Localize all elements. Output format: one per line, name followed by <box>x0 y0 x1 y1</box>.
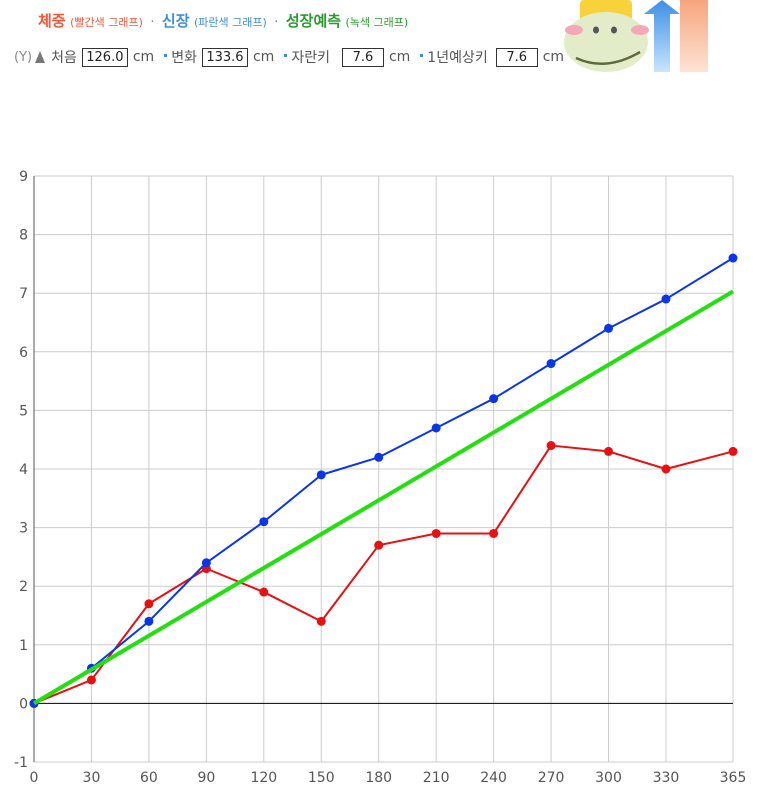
x-tick-label: 240 <box>480 770 507 786</box>
y-tick-label: 2 <box>19 579 28 595</box>
height-point <box>316 470 326 480</box>
x-tick-label: 300 <box>595 770 622 786</box>
y-tick-label: 5 <box>19 403 28 419</box>
x-tick-label: 30 <box>83 770 101 786</box>
predict-label: 1년예상키 <box>427 50 488 66</box>
change-label: 변화 <box>171 50 197 66</box>
legend-separator: · <box>274 15 279 30</box>
x-tick-label: 150 <box>308 770 335 786</box>
legend-separator: · <box>150 15 155 30</box>
y-tick-label: 4 <box>19 462 28 478</box>
x-tick-label: 330 <box>653 770 680 786</box>
weight-point <box>144 599 154 609</box>
weight-point <box>431 528 441 538</box>
grown-label: 자란키 <box>291 50 330 66</box>
weight-point <box>374 540 384 550</box>
height-point <box>144 616 154 626</box>
height-point <box>431 423 441 433</box>
x-tick-label: 270 <box>538 770 565 786</box>
start-value-box: 126.0 <box>81 47 128 67</box>
giraffe-mascot-icon <box>564 0 708 72</box>
legend-height-label: 신장 <box>161 12 190 30</box>
x-tick-label: 0 <box>30 770 39 786</box>
x-tick-label: 180 <box>365 770 392 786</box>
height-point <box>489 394 499 404</box>
unit-label: cm <box>542 49 565 65</box>
weight-point <box>86 675 96 685</box>
weight-point <box>728 446 738 456</box>
legend-row: 체중 (빨간색 그래프) · 신장 (파란색 그래프) · 성장예측 (녹색 그… <box>38 10 408 31</box>
weight-point <box>259 587 269 597</box>
height-point <box>374 452 384 462</box>
height-point <box>728 253 738 263</box>
weight-point <box>316 616 326 626</box>
y-tick-label: 3 <box>19 521 28 537</box>
start-label: 처음 <box>51 50 77 66</box>
legend-growth-label: 성장예측 <box>285 12 342 30</box>
y-tick-label: 0 <box>19 696 28 712</box>
x-tick-label: 210 <box>423 770 450 786</box>
bullet-icon <box>284 53 288 57</box>
growth-series-line <box>32 289 735 706</box>
series <box>29 253 738 708</box>
bullet-icon <box>164 53 168 57</box>
height-point <box>604 323 614 333</box>
grid <box>33 175 734 763</box>
height-point <box>546 359 556 369</box>
predict-value-box: 7.6 <box>495 47 538 67</box>
height-point <box>259 517 269 527</box>
height-series-line <box>33 257 734 705</box>
y-tick-label: -1 <box>14 755 28 771</box>
y-tick-label: 7 <box>19 286 28 302</box>
tree-icon <box>35 51 46 63</box>
legend-weight-note: (빨간색 그래프) <box>70 16 143 29</box>
unit-label: cm <box>132 49 155 65</box>
x-tick-label: 60 <box>140 770 158 786</box>
y-tick-label: 1 <box>19 638 28 654</box>
y-badge: (Y) <box>14 49 33 65</box>
legend-height-note: (파란색 그래프) <box>193 16 267 29</box>
legend-growth-note: (녹색 그래프) <box>345 16 409 29</box>
weight-point <box>489 528 499 538</box>
info-row: (Y) 처음 126.0 cm 변화 133.6 cm 자란키 7.6 cm 1… <box>14 47 566 67</box>
x-tick-label: 120 <box>250 770 277 786</box>
weight-point <box>661 464 671 474</box>
bullet-icon <box>420 53 424 57</box>
y-tick-label: 9 <box>19 169 28 185</box>
unit-label: cm <box>252 49 275 65</box>
grown-value-box: 7.6 <box>341 47 384 67</box>
height-point <box>661 294 671 304</box>
x-tick-label: 365 <box>720 770 747 786</box>
weight-point <box>604 446 614 456</box>
height-point <box>201 558 211 568</box>
legend-weight-label: 체중 <box>38 12 66 30</box>
weight-series-line <box>33 444 734 705</box>
unit-label: cm <box>388 49 411 65</box>
change-value-box: 133.6 <box>201 47 248 67</box>
x-tick-label: 90 <box>197 770 215 786</box>
y-tick-label: 8 <box>19 228 28 244</box>
y-tick-label: 6 <box>19 345 28 361</box>
weight-point <box>546 441 556 451</box>
